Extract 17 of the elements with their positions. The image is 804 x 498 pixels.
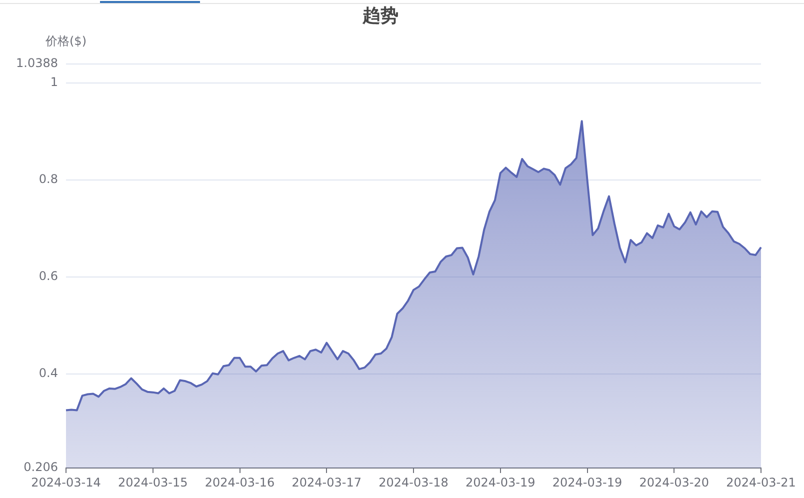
x-tick-label: 2024-03-14 (31, 475, 101, 490)
y-tick-label: 1.0388 (16, 56, 58, 70)
x-tick-label: 2024-03-20 (639, 475, 709, 490)
x-tick-label: 2024-03-16 (204, 475, 275, 490)
chart-title: 趋势 (362, 5, 398, 26)
x-tick-label: 2024-03-19 (552, 475, 622, 490)
y-tick-label: 0.6 (38, 268, 58, 283)
y-tick-label: 1 (50, 74, 58, 89)
y-tick-label: 0.4 (38, 366, 58, 380)
y-tick-label: 0.206 (24, 460, 58, 474)
x-tick-label: 2024-03-17 (292, 475, 362, 490)
y-tick-label: 0.8 (38, 172, 58, 186)
x-tick-label: 2024-03-15 (118, 475, 188, 490)
x-tick-label: 2024-03-18 (378, 475, 448, 490)
y-axis-title: 价格($) (44, 34, 86, 48)
x-tick-label: 2024-03-19 (466, 475, 536, 490)
x-tick-label: 2024-03-21 (726, 475, 796, 490)
